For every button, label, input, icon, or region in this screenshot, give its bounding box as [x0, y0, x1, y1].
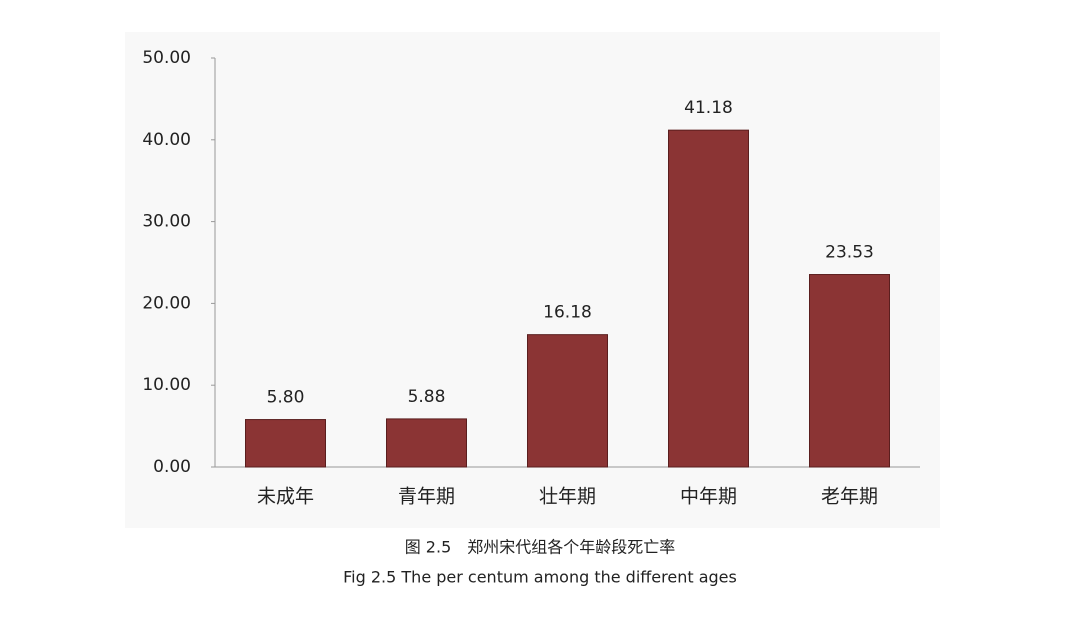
bar — [527, 334, 608, 468]
bar — [386, 418, 467, 468]
value-label: 16.18 — [543, 303, 592, 323]
y-tick-label: 50.00 — [142, 48, 191, 68]
bar — [809, 274, 890, 468]
bar — [668, 129, 749, 468]
x-tick-label: 青年期 — [398, 486, 455, 508]
value-label: 5.88 — [408, 387, 446, 407]
y-tick-label: 0.00 — [153, 457, 191, 477]
x-tick-label: 老年期 — [821, 486, 878, 508]
chart-subtitle: Fig 2.5 The per centum among the differe… — [343, 568, 737, 587]
y-tick-label: 30.00 — [142, 212, 191, 232]
chart-title: 图 2.5 郑州宋代组各个年龄段死亡率 — [405, 538, 676, 557]
x-tick-label: 中年期 — [680, 486, 737, 508]
value-label: 23.53 — [825, 243, 874, 263]
y-tick-label: 10.00 — [142, 375, 191, 395]
bar — [245, 419, 326, 468]
y-tick-label: 20.00 — [142, 293, 191, 313]
y-tick-label: 40.00 — [142, 130, 191, 150]
value-label: 41.18 — [684, 98, 733, 118]
x-tick-label: 未成年 — [257, 486, 314, 508]
value-label: 5.80 — [267, 388, 305, 408]
x-tick-label: 壮年期 — [539, 486, 596, 508]
